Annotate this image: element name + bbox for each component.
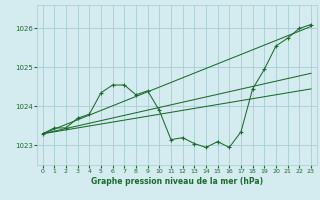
X-axis label: Graphe pression niveau de la mer (hPa): Graphe pression niveau de la mer (hPa)	[91, 177, 263, 186]
